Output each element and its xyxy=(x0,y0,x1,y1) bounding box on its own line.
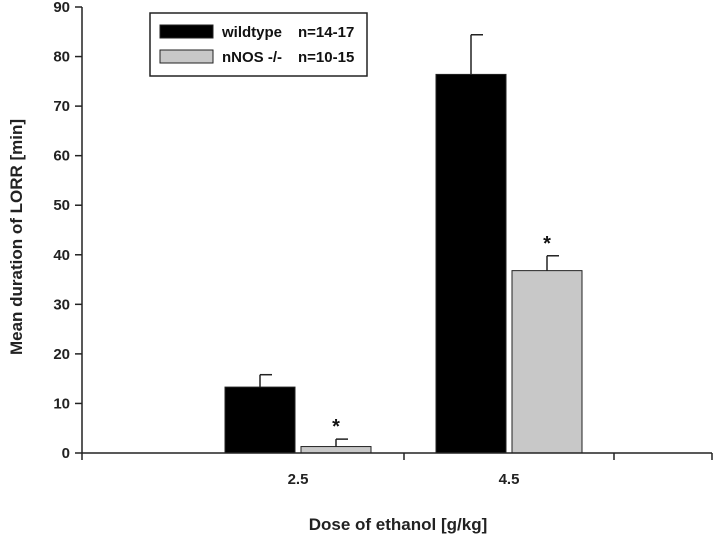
legend-label-wildtype: wildtype xyxy=(221,24,282,41)
bar-wildtype-2.5 xyxy=(224,386,296,454)
bar-wildtype-4.5 xyxy=(435,73,507,454)
y-tick-label: 30 xyxy=(53,296,70,313)
legend-box xyxy=(149,12,368,77)
x-axis-ticks: 2.5 4.5 xyxy=(81,453,713,488)
legend-label-nnos: nNOS -/- xyxy=(222,49,282,66)
x-axis-title: Dose of ethanol [g/kg] xyxy=(309,515,488,534)
y-tick-label: 40 xyxy=(53,247,70,264)
bars: ** xyxy=(224,34,583,454)
y-axis-title: Mean duration of LORR [min] xyxy=(7,119,26,355)
legend-swatch-wildtype xyxy=(159,24,214,39)
x-tick-label: 2.5 xyxy=(288,471,309,488)
significance-star: * xyxy=(332,416,340,438)
legend-n-wildtype: n=14-17 xyxy=(298,24,354,41)
y-tick-label: 80 xyxy=(53,49,70,66)
legend-swatch-nnos xyxy=(159,49,214,64)
y-tick-label: 20 xyxy=(53,346,70,363)
y-tick-label: 60 xyxy=(53,148,70,165)
bar-nnos-2.5 xyxy=(300,446,372,454)
x-tick-label: 4.5 xyxy=(499,471,520,488)
y-tick-label: 10 xyxy=(53,395,70,412)
y-tick-label: 70 xyxy=(53,98,70,115)
y-axis-ticks: 0 10 20 30 40 50 60 70 80 90 xyxy=(53,0,82,462)
y-tick-label: 0 xyxy=(62,445,70,462)
y-tick-label: 50 xyxy=(53,197,70,214)
significance-star: * xyxy=(543,233,551,255)
legend: wildtype n=14-17 nNOS -/- n=10-15 xyxy=(149,12,368,77)
y-tick-label: 90 xyxy=(53,0,70,16)
legend-n-nnos: n=10-15 xyxy=(298,49,354,66)
bar-nnos-4.5 xyxy=(511,270,583,454)
